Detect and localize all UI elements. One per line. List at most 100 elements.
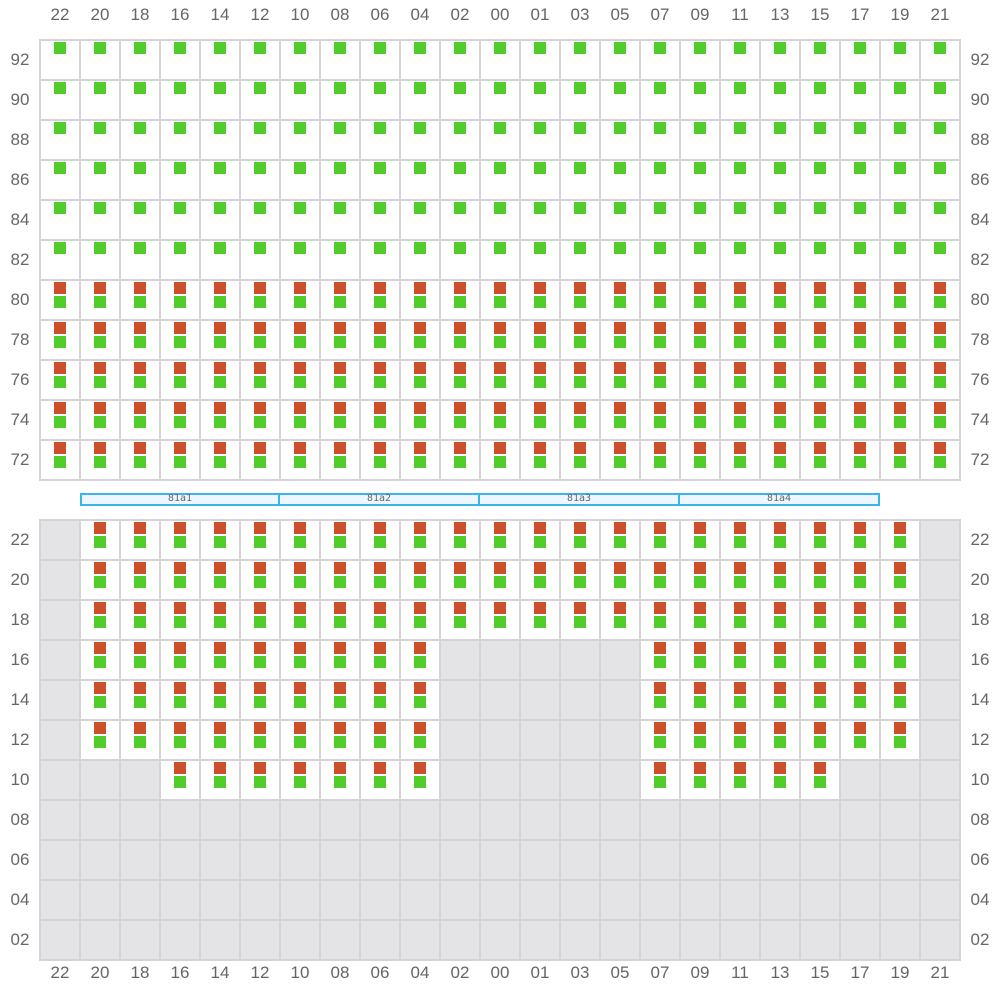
red-slot-marker[interactable]: [174, 602, 186, 614]
red-slot-marker[interactable]: [94, 282, 106, 294]
slot-cell[interactable]: [840, 560, 880, 600]
slot-cell[interactable]: [800, 720, 840, 760]
red-slot-marker[interactable]: [214, 602, 226, 614]
slot-cell[interactable]: [440, 400, 480, 440]
green-slot-marker[interactable]: [334, 296, 346, 308]
red-slot-marker[interactable]: [54, 282, 66, 294]
red-slot-marker[interactable]: [254, 562, 266, 574]
slot-cell[interactable]: [720, 600, 760, 640]
slot-cell[interactable]: [720, 400, 760, 440]
green-slot-marker[interactable]: [854, 82, 866, 94]
green-slot-marker[interactable]: [894, 456, 906, 468]
red-slot-marker[interactable]: [814, 442, 826, 454]
green-slot-marker[interactable]: [174, 122, 186, 134]
green-slot-marker[interactable]: [94, 536, 106, 548]
green-slot-marker[interactable]: [614, 536, 626, 548]
slot-cell[interactable]: [360, 400, 400, 440]
slot-cell[interactable]: [800, 200, 840, 240]
green-slot-marker[interactable]: [294, 576, 306, 588]
slot-cell[interactable]: [200, 120, 240, 160]
green-slot-marker[interactable]: [454, 616, 466, 628]
slot-cell[interactable]: [920, 80, 960, 120]
slot-cell[interactable]: [160, 400, 200, 440]
slot-cell[interactable]: [280, 40, 320, 80]
green-slot-marker[interactable]: [174, 696, 186, 708]
slot-cell[interactable]: [680, 600, 720, 640]
green-slot-marker[interactable]: [534, 42, 546, 54]
red-slot-marker[interactable]: [494, 402, 506, 414]
slot-cell[interactable]: [560, 240, 600, 280]
green-slot-marker[interactable]: [574, 296, 586, 308]
red-slot-marker[interactable]: [254, 682, 266, 694]
slot-cell[interactable]: [240, 640, 280, 680]
slot-cell[interactable]: [240, 80, 280, 120]
slot-cell[interactable]: [440, 440, 480, 480]
red-slot-marker[interactable]: [654, 722, 666, 734]
slot-cell[interactable]: [320, 560, 360, 600]
slot-cell[interactable]: [600, 240, 640, 280]
green-slot-marker[interactable]: [174, 82, 186, 94]
green-slot-marker[interactable]: [694, 336, 706, 348]
green-slot-marker[interactable]: [854, 296, 866, 308]
slot-cell[interactable]: [640, 40, 680, 80]
green-slot-marker[interactable]: [894, 296, 906, 308]
green-slot-marker[interactable]: [414, 242, 426, 254]
slot-cell[interactable]: [880, 40, 920, 80]
green-slot-marker[interactable]: [854, 122, 866, 134]
red-slot-marker[interactable]: [94, 642, 106, 654]
green-slot-marker[interactable]: [494, 296, 506, 308]
red-slot-marker[interactable]: [414, 602, 426, 614]
green-slot-marker[interactable]: [654, 376, 666, 388]
slot-cell[interactable]: [800, 120, 840, 160]
red-slot-marker[interactable]: [694, 602, 706, 614]
red-slot-marker[interactable]: [654, 442, 666, 454]
slot-cell[interactable]: [280, 320, 320, 360]
slot-cell[interactable]: [480, 600, 520, 640]
red-slot-marker[interactable]: [334, 762, 346, 774]
green-slot-marker[interactable]: [894, 736, 906, 748]
green-slot-marker[interactable]: [654, 456, 666, 468]
slot-cell[interactable]: [80, 200, 120, 240]
slot-cell[interactable]: [760, 40, 800, 80]
red-slot-marker[interactable]: [894, 722, 906, 734]
green-slot-marker[interactable]: [334, 162, 346, 174]
slot-cell[interactable]: [840, 320, 880, 360]
slot-cell[interactable]: [400, 400, 440, 440]
slot-cell[interactable]: [240, 200, 280, 240]
green-slot-marker[interactable]: [694, 576, 706, 588]
slot-cell[interactable]: [680, 160, 720, 200]
green-slot-marker[interactable]: [654, 536, 666, 548]
slot-cell[interactable]: [640, 120, 680, 160]
red-slot-marker[interactable]: [894, 522, 906, 534]
green-slot-marker[interactable]: [214, 42, 226, 54]
green-slot-marker[interactable]: [694, 162, 706, 174]
green-slot-marker[interactable]: [534, 296, 546, 308]
slot-cell[interactable]: [680, 200, 720, 240]
slot-cell[interactable]: [400, 120, 440, 160]
green-slot-marker[interactable]: [174, 42, 186, 54]
red-slot-marker[interactable]: [734, 522, 746, 534]
red-slot-marker[interactable]: [294, 682, 306, 694]
slot-cell[interactable]: [680, 520, 720, 560]
red-slot-marker[interactable]: [694, 442, 706, 454]
red-slot-marker[interactable]: [174, 402, 186, 414]
slot-cell[interactable]: [240, 120, 280, 160]
red-slot-marker[interactable]: [174, 322, 186, 334]
slot-cell[interactable]: [520, 440, 560, 480]
red-slot-marker[interactable]: [694, 682, 706, 694]
slot-cell[interactable]: [880, 80, 920, 120]
red-slot-marker[interactable]: [814, 602, 826, 614]
red-slot-marker[interactable]: [894, 282, 906, 294]
green-slot-marker[interactable]: [614, 576, 626, 588]
slot-cell[interactable]: [320, 360, 360, 400]
red-slot-marker[interactable]: [734, 642, 746, 654]
slot-cell[interactable]: [400, 320, 440, 360]
green-slot-marker[interactable]: [54, 202, 66, 214]
green-slot-marker[interactable]: [614, 122, 626, 134]
slot-cell[interactable]: [200, 240, 240, 280]
red-slot-marker[interactable]: [614, 362, 626, 374]
green-slot-marker[interactable]: [574, 122, 586, 134]
slot-cell[interactable]: [840, 680, 880, 720]
green-slot-marker[interactable]: [334, 82, 346, 94]
slot-cell[interactable]: [520, 400, 560, 440]
